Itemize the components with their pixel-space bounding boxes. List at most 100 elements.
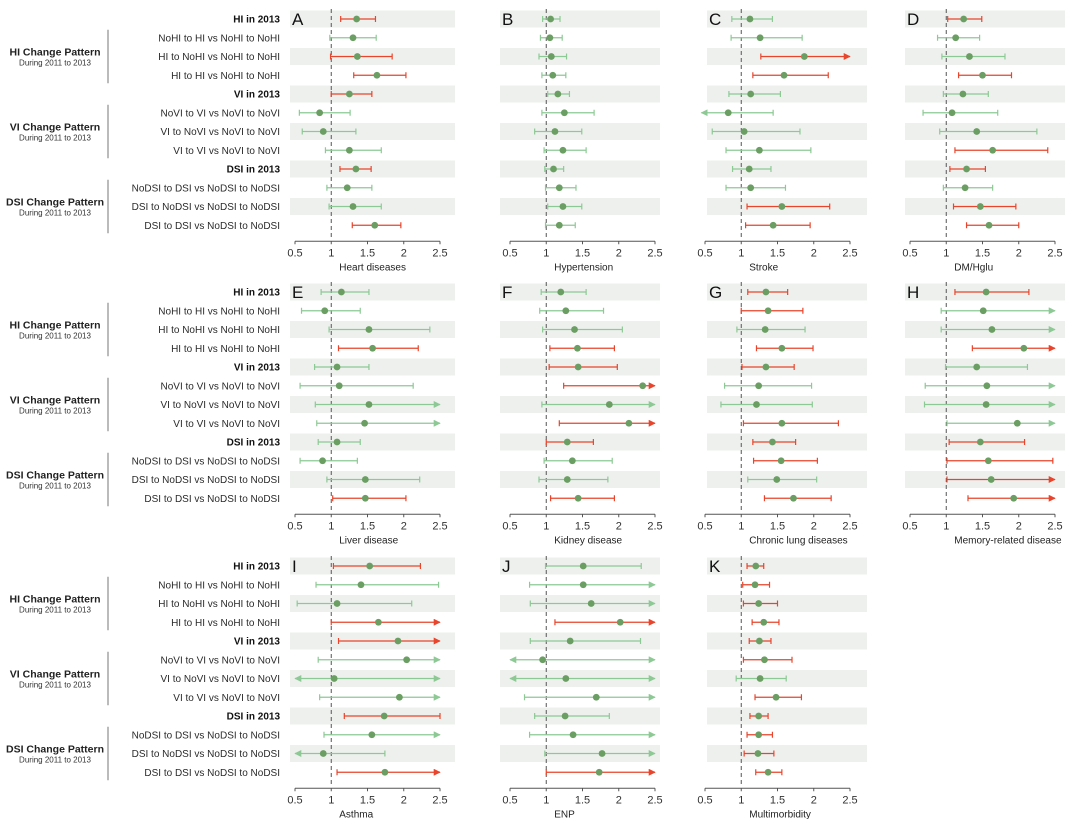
point-estimate xyxy=(555,221,563,229)
x-axis-label: ENP xyxy=(554,809,575,819)
point-estimate xyxy=(574,344,581,352)
x-tick-label: 2.5 xyxy=(1047,247,1062,259)
point-estimate xyxy=(549,71,557,79)
point-estimate xyxy=(369,344,376,352)
row-band xyxy=(707,557,867,575)
point-estimate xyxy=(353,53,361,60)
point-estimate xyxy=(365,326,373,333)
group-subtitle: During 2011 to 2013 xyxy=(19,134,91,143)
point-estimate xyxy=(345,90,353,98)
x-axis-label: Hypertension xyxy=(554,262,613,273)
point-estimate xyxy=(982,401,990,408)
row-label: NoVI to VI vs NoVI to NoVI xyxy=(161,381,281,392)
row-label: HI to NoHI vs NoHI to NoHI xyxy=(158,325,280,336)
point-estimate xyxy=(353,15,361,23)
x-tick-label: 2 xyxy=(401,520,407,532)
point-estimate xyxy=(546,34,554,42)
point-estimate xyxy=(753,401,760,408)
row-label: HI to HI vs NoHI to NoHI xyxy=(171,71,280,82)
point-estimate xyxy=(333,600,341,607)
group-title: VI Change Pattern xyxy=(10,395,100,407)
row-band xyxy=(707,160,867,178)
x-tick-label: 0.5 xyxy=(902,520,917,532)
group-subtitle: During 2011 to 2013 xyxy=(19,209,91,218)
x-tick-label: 2.5 xyxy=(1047,520,1062,532)
x-axis-label: Liver disease xyxy=(339,535,398,546)
point-estimate xyxy=(579,581,587,589)
point-estimate xyxy=(335,382,343,390)
panel-F: F 0.5 1 1.5 2 2.5 Kidney disease xyxy=(500,282,663,546)
point-estimate xyxy=(966,53,973,60)
point-estimate xyxy=(752,562,760,570)
group-subtitle: During 2011 to 2013 xyxy=(19,756,91,765)
point-estimate xyxy=(349,203,357,210)
point-estimate xyxy=(769,221,777,229)
point-estimate xyxy=(563,476,571,483)
row-label: DSI to NoDSI vs NoDSI to NoDSI xyxy=(132,749,280,760)
row-label: DSI to NoDSI vs NoDSI to NoDSI xyxy=(132,202,280,213)
point-estimate xyxy=(560,109,568,117)
x-tick-label: 0.5 xyxy=(502,794,517,806)
x-tick-label: 1.5 xyxy=(770,247,785,259)
point-estimate xyxy=(554,90,562,98)
x-tick-label: 2 xyxy=(616,247,622,259)
x-tick-label: 0.5 xyxy=(502,520,517,532)
x-tick-label: 0.5 xyxy=(697,794,712,806)
point-estimate xyxy=(319,750,327,757)
point-estimate xyxy=(740,128,748,135)
row-label-bold: DSI in 2013 xyxy=(227,712,281,723)
x-tick-label: 1.5 xyxy=(360,794,375,806)
x-tick-label: 2.5 xyxy=(647,794,662,806)
point-estimate xyxy=(569,731,577,739)
point-estimate xyxy=(987,476,995,483)
panel-letter: K xyxy=(709,557,721,576)
point-estimate xyxy=(561,712,569,720)
row-label-bold: VI in 2013 xyxy=(234,90,281,101)
point-estimate xyxy=(754,750,762,757)
point-estimate xyxy=(566,637,574,645)
group-subtitle: During 2011 to 2013 xyxy=(19,482,91,491)
x-tick-label: 1.5 xyxy=(575,520,590,532)
row-label: NoHI to HI vs NoHI to NoHI xyxy=(158,33,280,44)
point-estimate xyxy=(777,457,785,465)
point-estimate xyxy=(761,326,769,333)
point-estimate xyxy=(368,731,376,739)
row-band xyxy=(707,595,867,612)
point-estimate xyxy=(361,476,369,483)
row-label: DSI to DSI vs NoDSI to NoDSI xyxy=(144,221,280,232)
point-estimate xyxy=(979,307,987,315)
point-estimate xyxy=(959,90,967,98)
row-label-bold: VI in 2013 xyxy=(234,637,281,648)
point-estimate xyxy=(988,326,996,333)
point-estimate xyxy=(595,768,603,776)
point-estimate xyxy=(373,71,381,79)
point-estimate xyxy=(778,419,786,427)
point-estimate xyxy=(760,618,768,626)
point-estimate xyxy=(338,288,345,296)
row-label: HI to NoHI vs NoHI to NoHI xyxy=(158,599,280,610)
x-tick-label: 1.5 xyxy=(770,520,785,532)
point-estimate xyxy=(547,53,555,60)
point-estimate xyxy=(571,326,578,333)
point-estimate xyxy=(557,288,565,296)
point-estimate xyxy=(568,457,576,465)
point-estimate xyxy=(762,288,770,296)
point-estimate xyxy=(374,618,382,626)
group-subtitle: During 2011 to 2013 xyxy=(19,332,91,341)
point-estimate xyxy=(616,618,624,626)
point-estimate xyxy=(755,637,763,645)
row-label: NoVI to VI vs NoVI to NoVI xyxy=(161,108,281,119)
row-label: NoVI to VI vs NoVI to NoVI xyxy=(161,655,281,666)
panel-I: I 0.5 1 1.5 2 2.5 Asthma xyxy=(287,556,455,820)
x-tick-label: 1.5 xyxy=(575,247,590,259)
point-estimate xyxy=(989,146,997,154)
point-estimate xyxy=(984,457,992,465)
point-estimate xyxy=(394,637,402,645)
panel-G: G 0.5 1 1.5 2 2.5 Chronic lung diseases xyxy=(697,282,867,546)
x-axis-label: Kidney disease xyxy=(554,535,622,546)
point-estimate xyxy=(381,768,389,776)
group-subtitle: During 2011 to 2013 xyxy=(19,59,91,68)
row-label: NoHI to HI vs NoHI to NoHI xyxy=(158,306,280,317)
